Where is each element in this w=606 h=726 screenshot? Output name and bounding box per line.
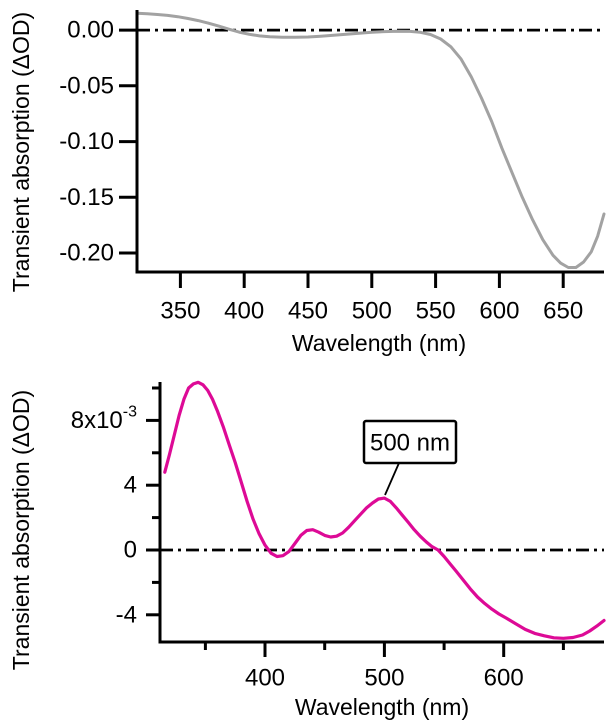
x-tick-label: 400: [224, 298, 264, 325]
y-tick-label: 8x10-3: [71, 403, 137, 434]
y-tick-label: -4: [116, 601, 137, 628]
x-tick-label: 600: [479, 298, 519, 325]
x-tick-label: 650: [543, 298, 583, 325]
y-tick-label: -0.10: [59, 128, 114, 155]
top-chart: 350 400 450 500 550 600 650 0.00 -0.05 -0.10 -0.15…: [59, 10, 606, 325]
bottom-chart: 400 500 600 8x10-3 4 0 -4 500 nm: [71, 380, 606, 692]
top-x-axis-title: Wavelength (nm): [291, 330, 467, 356]
y-tick-label: 0.00: [67, 17, 114, 44]
annotation-label: 500 nm: [370, 430, 450, 457]
x-tick-label: 350: [160, 298, 200, 325]
x-tick-label: 500: [364, 665, 404, 692]
annotation-callout-line: [384, 462, 400, 496]
y-tick-label: 4: [124, 472, 137, 499]
x-tick-label: 450: [288, 298, 328, 325]
x-tick-label: 500: [352, 298, 392, 325]
y-tick-label: 0: [124, 537, 137, 564]
bottom-y-axis-title: Transient absorption (ΔOD): [8, 389, 34, 671]
x-tick-label: 400: [245, 665, 285, 692]
y-tick-label: -0.15: [59, 184, 114, 211]
y-tick-label: -0.20: [59, 240, 114, 267]
y-tick-label: -0.05: [59, 72, 114, 99]
bottom-x-axis-title: Wavelength (nm): [294, 694, 470, 720]
magenta-spectrum-curve: [163, 380, 606, 640]
gray-spectrum-curve: [135, 11, 606, 269]
x-tick-label: 550: [416, 298, 456, 325]
axes-spines: [135, 10, 604, 274]
x-tick-label: 600: [484, 665, 524, 692]
axes-spines: [158, 382, 604, 644]
top-y-axis-title: Transient absorption (ΔOD): [8, 11, 34, 293]
annotation-box: [362, 419, 458, 465]
